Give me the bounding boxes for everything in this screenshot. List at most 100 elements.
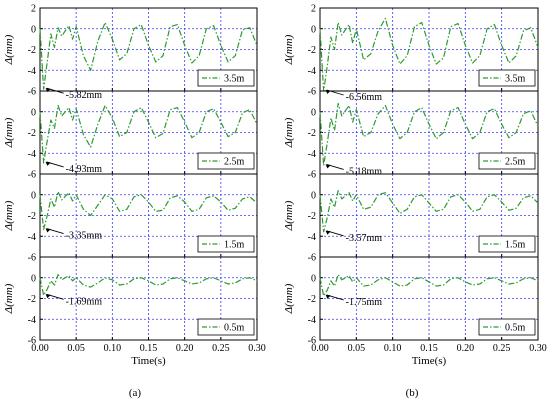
subplot-1.5m: 0 -2 -4 -6 -3.35mm 1.5m Δ(mm): [3, 173, 258, 264]
y-tick-label: -4: [308, 315, 316, 326]
y-tick-label: -2: [308, 211, 316, 222]
y-tick-label: -2: [308, 45, 316, 56]
y-tick-label: -6: [28, 170, 36, 181]
y-tick-label: -6: [308, 253, 316, 264]
legend-label: 1.5m: [224, 240, 245, 251]
y-tick-label: 0: [311, 190, 316, 201]
y-tick-label: -4: [28, 315, 36, 326]
x-tick-label: 0.20: [176, 343, 194, 354]
y-tick-label: -6: [308, 170, 316, 181]
annotation-arrowhead: [325, 164, 331, 169]
y-tick-label: 0: [311, 273, 316, 284]
x-axis-label: Time(s): [412, 355, 447, 367]
legend-box: [478, 152, 536, 170]
y-tick-label: -4: [308, 149, 316, 160]
y-tick-label: -4: [28, 232, 36, 243]
annotation-label: -5.82mm: [66, 90, 103, 101]
y-tick-label: -2: [28, 45, 36, 56]
x-tick-label: 0.10: [384, 343, 402, 354]
y-tick-label: -2: [308, 128, 316, 139]
annotation-label: -3.57mm: [346, 233, 383, 244]
y-tick-label: -2: [28, 128, 36, 139]
y-tick-label: -6: [28, 336, 36, 347]
subplot-1.5m: 0 -2 -4 -6 -3.57mm 1.5m Δ(mm): [283, 173, 539, 264]
x-tick-label: 0.00: [31, 343, 49, 354]
subplot-2.5m: 0 -2 -4 -6 -4.93mm 2.5m Δ(mm): [3, 90, 258, 181]
subplot-0.5m: 0 -2 -4 -6 -1.75mm 0.5m Δ(mm): [283, 256, 539, 347]
chart-panel-a: 2 0 -2 -4 -6 -5.82mm 3.5m Δ(mm) 0 -2 -4 -6 -4.93mm 2.…: [3, 4, 266, 400]
series-line-0.5m: [319, 274, 539, 297]
y-axis-label: Δ(mm): [283, 283, 295, 314]
x-tick-label: 0.25: [212, 343, 230, 354]
x-tick-label: 0.00: [311, 343, 329, 354]
legend-label: 3.5m: [224, 74, 245, 85]
y-axis-label: Δ(mm): [283, 117, 295, 148]
y-axis-label: Δ(mm): [283, 34, 295, 65]
y-tick-label: 0: [311, 24, 316, 35]
y-tick-label: 2: [31, 4, 36, 15]
series-line-3.5m: [39, 21, 258, 90]
legend-label: 3.5m: [505, 74, 526, 85]
x-tick-label: 0.05: [348, 343, 366, 354]
y-tick-label: -4: [28, 149, 36, 160]
legend-box: [478, 235, 536, 253]
y-tick-label: 0: [31, 24, 36, 35]
y-tick-label: -2: [28, 294, 36, 305]
legend-label: 2.5m: [224, 157, 245, 168]
y-axis-label: Δ(mm): [3, 34, 15, 65]
annotation-label: -3.35mm: [66, 231, 103, 242]
annotation-arrowhead: [45, 228, 51, 233]
y-axis-label: Δ(mm): [3, 200, 15, 231]
y-tick-label: -4: [308, 66, 316, 77]
y-tick-label: 2: [311, 4, 316, 15]
series-line-0.5m: [39, 274, 258, 296]
legend-box: [197, 152, 255, 170]
x-tick-label: 0.20: [457, 343, 475, 354]
y-axis-label: Δ(mm): [283, 200, 295, 231]
series-line-2.5m: [39, 104, 258, 164]
y-tick-label: -4: [28, 66, 36, 77]
x-tick-label: 0.05: [67, 343, 85, 354]
series-line-1.5m: [39, 191, 258, 231]
legend-box: [197, 235, 255, 253]
annotation-arrowhead: [45, 88, 51, 93]
annotation-arrowhead: [325, 230, 331, 235]
panel-label: (b): [406, 387, 419, 399]
x-tick-label: 0.10: [104, 343, 122, 354]
annotation-label: -5.18mm: [346, 166, 383, 177]
legend-label: 1.5m: [505, 240, 526, 251]
annotation-label: -1.75mm: [346, 297, 383, 308]
legend-label: 0.5m: [505, 323, 526, 334]
series-line-3.5m: [319, 17, 539, 92]
y-tick-label: 0: [311, 107, 316, 118]
annotation-arrowhead: [325, 294, 331, 299]
subplot-3.5m: 2 0 -2 -4 -6 -5.82mm 3.5m Δ(mm): [3, 4, 258, 101]
x-tick-label: 0.15: [420, 343, 438, 354]
legend-box: [478, 69, 536, 87]
y-tick-label: -6: [28, 87, 36, 98]
chart-panel-b: 2 0 -2 -4 -6 -6.56mm 3.5m Δ(mm) 0 -2 -4 -6 -5.18mm 2.…: [283, 4, 547, 400]
y-tick-label: -6: [308, 87, 316, 98]
series-line-2.5m: [319, 102, 539, 167]
x-tick-label: 0.30: [248, 343, 266, 354]
x-axis-label: Time(s): [131, 355, 166, 367]
legend-box: [197, 69, 255, 87]
y-tick-label: -2: [28, 211, 36, 222]
legend-label: 0.5m: [224, 323, 245, 334]
annotation-label: -6.56mm: [346, 92, 383, 103]
y-tick-label: -6: [28, 253, 36, 264]
y-tick-label: -2: [308, 294, 316, 305]
legend-box: [478, 318, 536, 336]
y-axis-label: Δ(mm): [3, 117, 15, 148]
y-tick-label: -6: [308, 336, 316, 347]
y-tick-label: 0: [31, 190, 36, 201]
x-tick-label: 0.30: [529, 343, 547, 354]
y-tick-label: 0: [31, 107, 36, 118]
subplot-3.5m: 2 0 -2 -4 -6 -6.56mm 3.5m Δ(mm): [283, 4, 539, 103]
subplot-0.5m: 0 -2 -4 -6 -1.69mm 0.5m Δ(mm): [3, 256, 258, 347]
y-tick-label: 0: [31, 273, 36, 284]
panel-label: (a): [129, 387, 142, 399]
y-axis-label: Δ(mm): [3, 283, 15, 314]
y-tick-label: -4: [308, 232, 316, 243]
